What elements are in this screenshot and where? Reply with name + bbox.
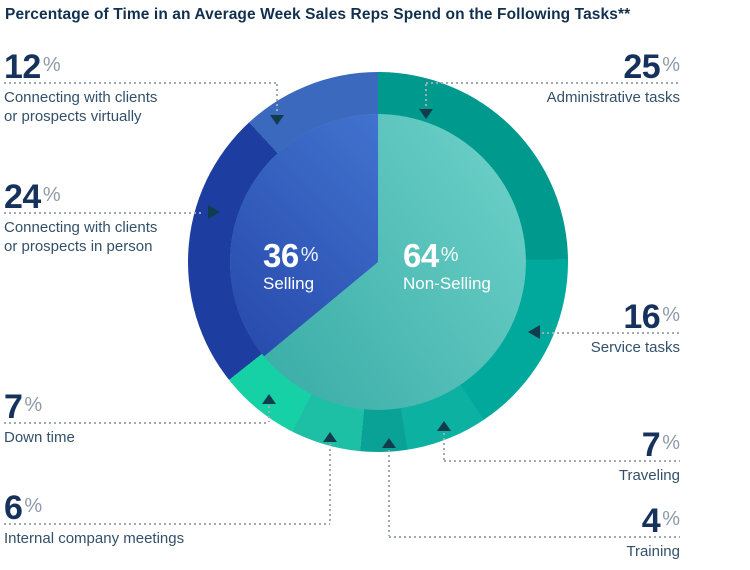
value-text: 7 — [4, 388, 23, 426]
label-line: Internal company meetings — [4, 530, 185, 547]
callout-training-value: 4% — [642, 503, 680, 538]
callout-administrative-value: 25% — [623, 49, 680, 84]
label-line: Traveling — [618, 467, 680, 484]
nonselling-percent-sign: % — [440, 244, 459, 266]
value-text: 24 — [4, 178, 41, 216]
label-line: or prospects virtually — [4, 108, 142, 125]
selling-number: 36 — [263, 237, 299, 274]
selling-percent-sign: % — [300, 244, 319, 266]
chart-title: Percentage of Time in an Average Week Sa… — [5, 6, 631, 23]
callout-in-person-label: Connecting with clients or prospects in … — [4, 218, 157, 256]
center-nonselling: 64% Non-Selling — [403, 237, 491, 294]
value-text: 6 — [4, 489, 23, 527]
arrow-up-icon — [437, 421, 451, 431]
label-line: Connecting with clients — [4, 89, 158, 106]
arrow-down-icon — [270, 115, 284, 125]
leader-in-person-h — [4, 212, 204, 214]
leader-internal-v — [329, 444, 331, 523]
value-text: 16 — [623, 298, 661, 336]
leader-virtually-h — [4, 82, 277, 84]
percent-sign: % — [42, 54, 61, 76]
selling-label: Selling — [263, 274, 315, 293]
label-line: Administrative tasks — [546, 89, 680, 106]
leader-training-v — [388, 450, 390, 536]
label-line: Down time — [4, 429, 75, 446]
callout-virtually-label: Connecting with clients or prospects vir… — [4, 88, 157, 126]
percent-sign: % — [662, 508, 680, 530]
leader-administrative-h — [426, 82, 680, 84]
leader-virtually-v — [276, 84, 278, 114]
label-line: Service tasks — [590, 339, 680, 356]
arrow-right-icon — [208, 205, 220, 219]
callout-training-label: Training — [626, 542, 680, 561]
leader-traveling-v — [443, 433, 445, 460]
arrow-up-icon — [262, 394, 276, 404]
value-text: 7 — [641, 426, 661, 464]
center-selling: 36% Selling — [263, 237, 319, 294]
percent-sign: % — [24, 394, 43, 416]
leader-down-time-v — [268, 406, 270, 422]
callout-traveling-value: 7% — [642, 427, 680, 462]
label-line: Connecting with clients — [4, 219, 158, 236]
leader-administrative-v — [425, 84, 427, 109]
value-text: 25 — [623, 48, 661, 86]
arrow-up-icon — [382, 438, 396, 448]
callout-traveling-label: Traveling — [619, 466, 680, 485]
callout-administrative-label: Administrative tasks — [547, 88, 680, 107]
callout-in-person-value: 24% — [4, 179, 61, 214]
leader-down-time-h — [4, 422, 269, 424]
nonselling-value: 64% — [403, 237, 491, 274]
callout-internal-value: 6% — [4, 490, 42, 525]
callout-service-label: Service tasks — [591, 338, 680, 357]
percent-sign: % — [662, 54, 680, 76]
percent-sign: % — [662, 304, 680, 326]
leader-service-h — [542, 332, 680, 334]
selling-value: 36% — [263, 237, 319, 274]
callout-service-value: 16% — [623, 299, 680, 334]
percent-sign: % — [24, 495, 43, 517]
callout-down-time-value: 7% — [4, 389, 42, 424]
label-line: Training — [626, 543, 680, 560]
percent-sign: % — [42, 184, 61, 206]
callout-internal-label: Internal company meetings — [4, 529, 184, 548]
leader-training-h — [389, 536, 680, 538]
percent-sign: % — [662, 432, 680, 454]
arrow-down-icon — [419, 109, 433, 119]
leader-internal-h — [4, 523, 330, 525]
value-text: 4 — [641, 502, 661, 540]
callout-virtually-value: 12% — [4, 49, 61, 84]
callout-down-time-label: Down time — [4, 428, 75, 447]
leader-traveling-h — [444, 460, 680, 462]
value-text: 12 — [4, 48, 41, 86]
nonselling-label: Non-Selling — [403, 274, 491, 293]
arrow-left-icon — [528, 325, 540, 339]
arrow-up-icon — [323, 432, 337, 442]
label-line: or prospects in person — [4, 238, 153, 255]
nonselling-number: 64 — [403, 237, 439, 274]
